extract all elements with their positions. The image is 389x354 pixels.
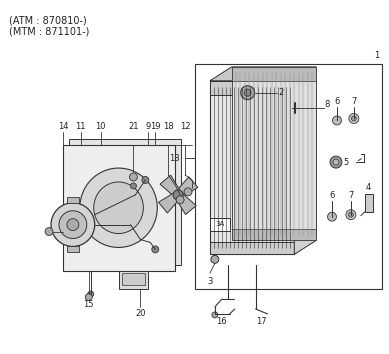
Circle shape <box>330 156 342 168</box>
Circle shape <box>333 116 342 125</box>
Circle shape <box>351 116 356 121</box>
Bar <box>195 64 382 289</box>
Text: 3: 3 <box>207 277 212 286</box>
Circle shape <box>212 312 218 318</box>
Ellipse shape <box>80 168 157 247</box>
Circle shape <box>88 291 94 297</box>
Bar <box>67 197 79 203</box>
Text: 10: 10 <box>95 122 106 131</box>
Text: 9: 9 <box>146 122 151 131</box>
Polygon shape <box>365 194 373 212</box>
Circle shape <box>333 159 339 165</box>
Circle shape <box>349 114 359 124</box>
Text: 7: 7 <box>351 97 357 106</box>
Circle shape <box>51 203 95 246</box>
Polygon shape <box>294 67 316 255</box>
Text: (MTM : 871101-): (MTM : 871101-) <box>9 26 90 36</box>
Text: 2: 2 <box>279 88 284 97</box>
Circle shape <box>349 212 353 217</box>
Text: 16: 16 <box>217 317 227 326</box>
Text: 3A: 3A <box>215 221 224 227</box>
Polygon shape <box>158 192 180 213</box>
Polygon shape <box>175 192 196 215</box>
Circle shape <box>176 196 184 204</box>
Circle shape <box>152 246 159 253</box>
Circle shape <box>328 212 336 221</box>
Bar <box>210 218 230 230</box>
Text: 8: 8 <box>324 100 330 109</box>
Polygon shape <box>175 177 198 198</box>
Text: 19: 19 <box>150 122 161 131</box>
Text: 6: 6 <box>334 97 340 106</box>
Bar <box>232 229 316 240</box>
Bar <box>232 67 316 240</box>
Bar <box>210 81 294 255</box>
Bar <box>67 246 79 252</box>
Text: 17: 17 <box>256 317 267 326</box>
Text: 21: 21 <box>128 122 139 131</box>
Circle shape <box>173 190 183 200</box>
Text: 12: 12 <box>180 122 190 131</box>
Polygon shape <box>210 67 316 81</box>
Circle shape <box>59 211 87 239</box>
Bar <box>210 81 294 95</box>
Bar <box>210 242 294 255</box>
Circle shape <box>45 228 53 235</box>
Circle shape <box>241 86 254 99</box>
Text: 6: 6 <box>329 192 335 200</box>
Text: 18: 18 <box>163 122 173 131</box>
Bar <box>121 273 145 285</box>
Bar <box>119 271 148 289</box>
Text: 4: 4 <box>366 183 371 193</box>
Circle shape <box>244 89 251 96</box>
Text: 15: 15 <box>84 301 94 309</box>
Circle shape <box>211 255 219 263</box>
Text: 14: 14 <box>58 122 68 131</box>
Circle shape <box>130 183 137 189</box>
Text: 11: 11 <box>75 122 86 131</box>
Ellipse shape <box>94 182 144 234</box>
Text: 5: 5 <box>343 158 349 167</box>
Polygon shape <box>160 175 181 198</box>
Text: (ATM : 870810-): (ATM : 870810-) <box>9 15 87 25</box>
Bar <box>232 67 316 81</box>
Circle shape <box>130 173 137 181</box>
Text: 7: 7 <box>348 192 354 200</box>
Circle shape <box>85 293 92 301</box>
Text: 13: 13 <box>170 154 180 162</box>
Bar <box>63 145 175 271</box>
Bar <box>69 139 181 265</box>
Circle shape <box>67 219 79 230</box>
Text: 1: 1 <box>374 51 379 61</box>
Text: 20: 20 <box>135 309 145 318</box>
Circle shape <box>346 210 356 220</box>
Circle shape <box>142 177 149 183</box>
Circle shape <box>184 188 192 196</box>
